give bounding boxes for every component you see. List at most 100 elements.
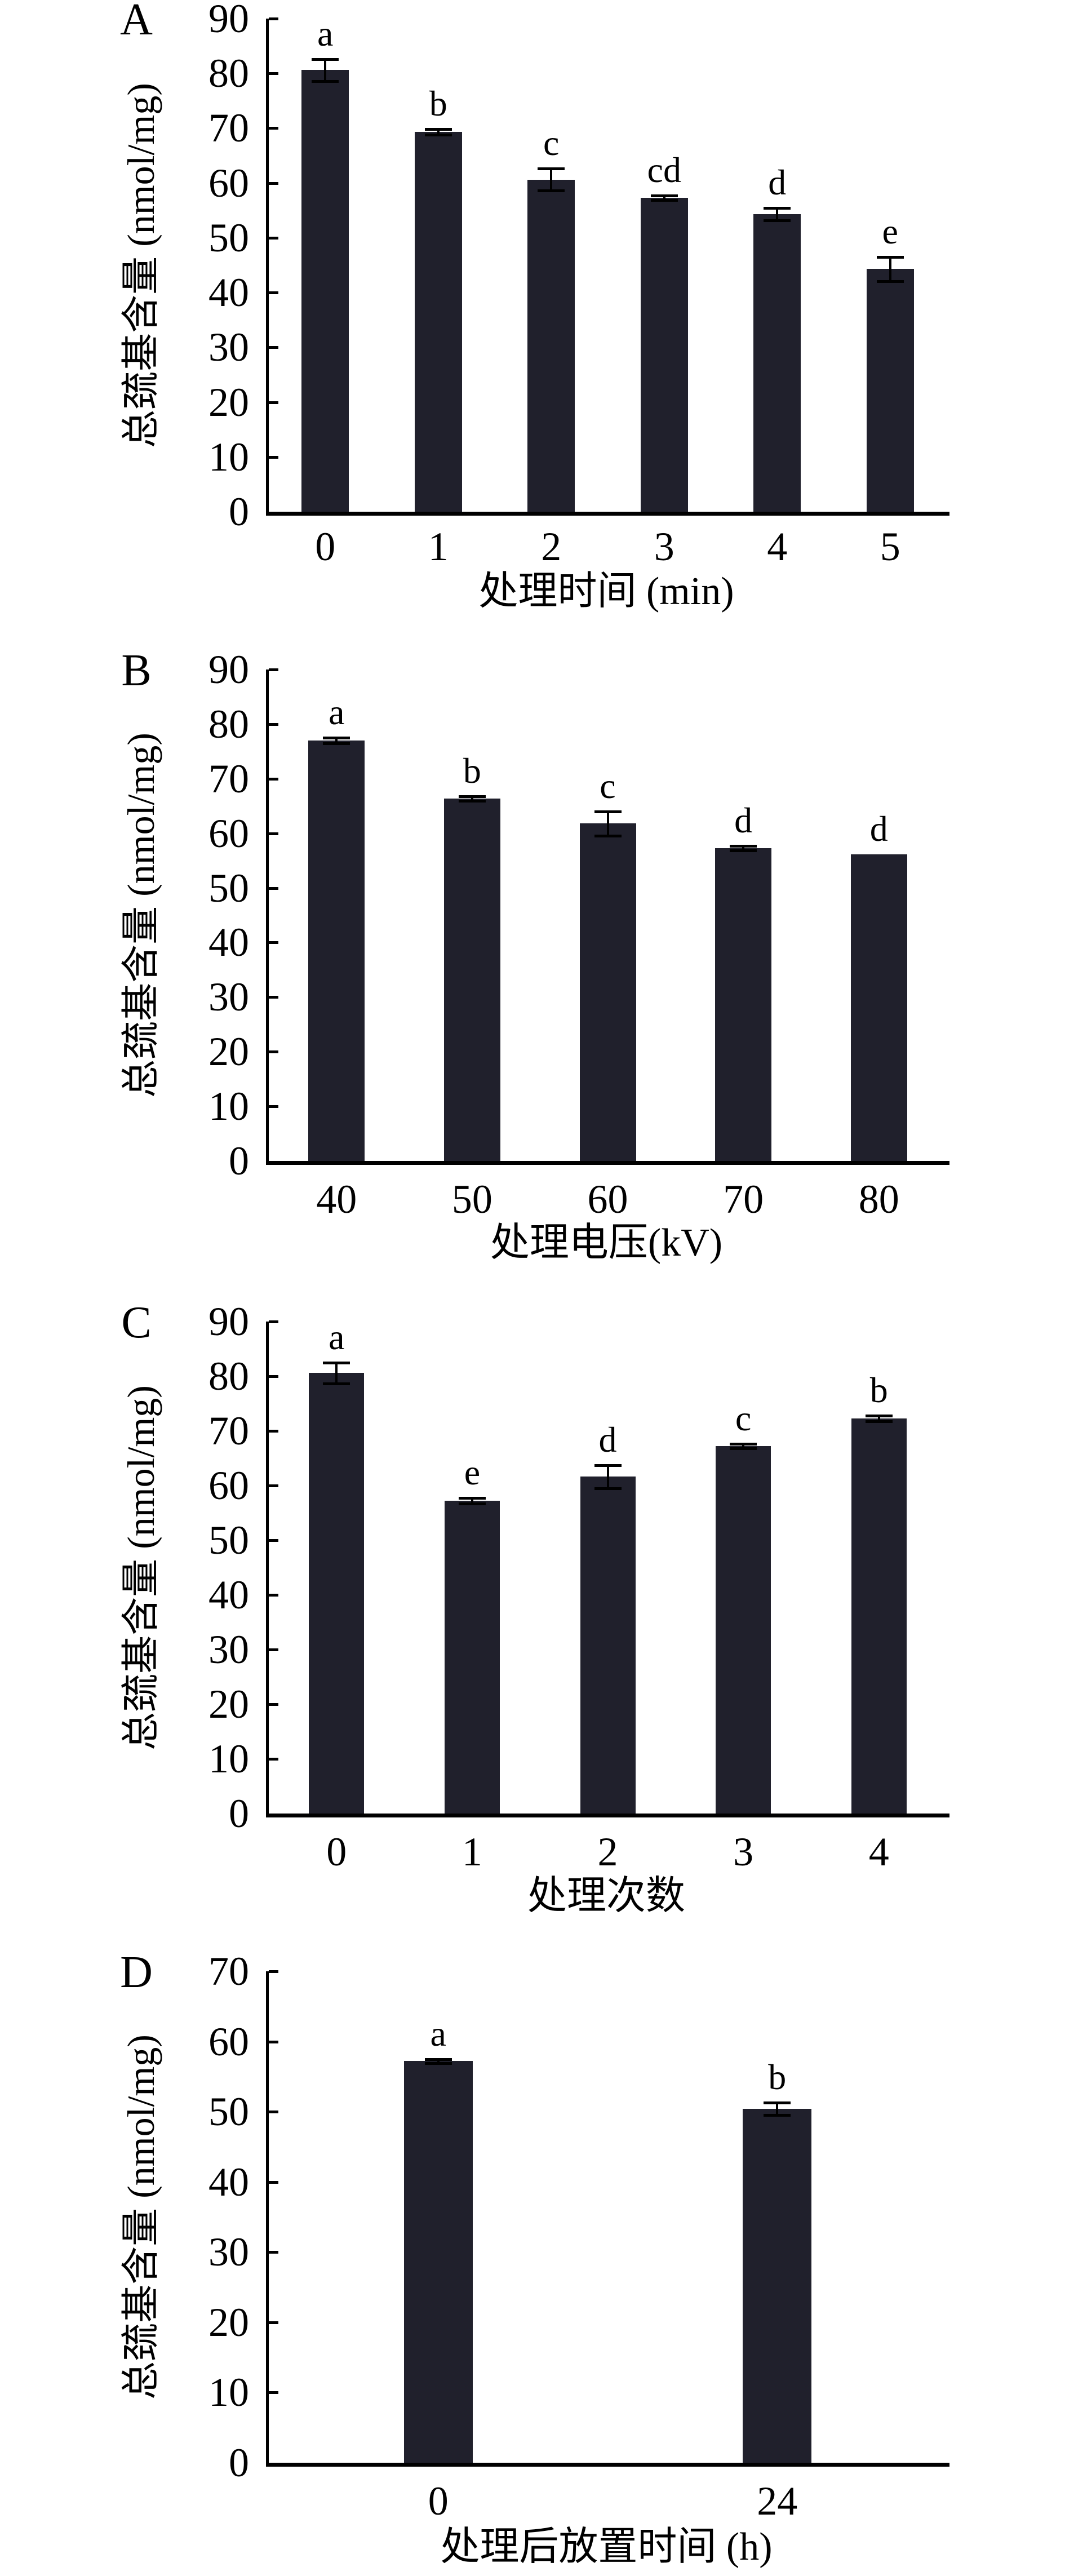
y-tick bbox=[269, 72, 278, 76]
error-bar bbox=[776, 2102, 779, 2116]
error-bar bbox=[606, 811, 609, 836]
error-bar-cap-bottom bbox=[312, 79, 339, 83]
panel-label: B bbox=[121, 646, 152, 695]
significance-letter: a bbox=[329, 692, 345, 733]
significance-letter: b bbox=[869, 1369, 888, 1410]
error-bar-cap-bottom bbox=[458, 799, 486, 802]
error-bar-cap-bottom bbox=[730, 849, 757, 852]
bar bbox=[866, 269, 914, 512]
bar bbox=[715, 848, 772, 1161]
y-tick-label: 30 bbox=[208, 325, 249, 370]
y-tick bbox=[269, 17, 278, 20]
error-bar-cap-top bbox=[730, 844, 757, 848]
y-axis bbox=[266, 1322, 269, 1817]
significance-letter: a bbox=[329, 1316, 345, 1357]
y-tick-label: 40 bbox=[208, 920, 249, 965]
y-tick bbox=[269, 2111, 278, 2114]
y-tick-label: 10 bbox=[208, 1084, 249, 1129]
x-tick-label: 0 bbox=[428, 2479, 449, 2524]
x-tick-label: 3 bbox=[654, 524, 674, 569]
error-bar-cap-bottom bbox=[594, 1487, 622, 1490]
y-tick-label: 90 bbox=[208, 1299, 249, 1344]
error-bar-cap-bottom bbox=[865, 1420, 893, 1423]
error-bar bbox=[550, 169, 553, 191]
y-tick bbox=[269, 1970, 278, 1973]
bar bbox=[309, 1373, 365, 1814]
significance-letter: b bbox=[429, 83, 447, 124]
y-tick bbox=[269, 1050, 278, 1054]
y-tick bbox=[269, 2321, 278, 2324]
y-tick-label: 40 bbox=[208, 2159, 249, 2205]
x-tick-label: 80 bbox=[858, 1177, 899, 1222]
significance-letter: b bbox=[463, 750, 481, 791]
significance-letter: d bbox=[598, 1420, 617, 1460]
y-tick bbox=[269, 1484, 278, 1487]
error-bar bbox=[889, 256, 891, 281]
error-bar bbox=[742, 1444, 745, 1449]
bar bbox=[850, 854, 907, 1161]
y-tick bbox=[269, 886, 278, 890]
error-bar bbox=[877, 1415, 880, 1421]
y-tick-label: 20 bbox=[208, 1029, 249, 1075]
x-tick-label: 1 bbox=[462, 1829, 482, 1874]
error-bar-cap-top bbox=[594, 810, 622, 813]
y-tick bbox=[269, 2251, 278, 2254]
y-tick-label: 40 bbox=[208, 270, 249, 316]
error-bar bbox=[776, 208, 779, 220]
y-tick bbox=[269, 236, 278, 240]
x-tick-label: 1 bbox=[428, 524, 449, 569]
error-bar-cap-bottom bbox=[764, 219, 791, 222]
y-tick-label: 60 bbox=[208, 810, 249, 856]
error-bar bbox=[471, 1498, 473, 1504]
y-tick-label: 20 bbox=[208, 1682, 249, 1727]
y-tick bbox=[269, 1375, 278, 1378]
significance-letter: cd bbox=[647, 150, 681, 190]
significance-letter: b bbox=[768, 2056, 787, 2097]
y-tick bbox=[269, 1703, 278, 1706]
significance-letter: e bbox=[882, 211, 898, 251]
significance-letter: e bbox=[464, 1452, 481, 1493]
error-bar-cap-bottom bbox=[538, 189, 565, 193]
x-axis bbox=[266, 512, 949, 516]
y-tick-label: 50 bbox=[208, 865, 249, 911]
error-bar-cap-top bbox=[458, 795, 486, 798]
bar bbox=[743, 2109, 812, 2463]
y-tick bbox=[269, 346, 278, 349]
error-bar bbox=[335, 1362, 338, 1384]
y-tick bbox=[269, 2391, 278, 2395]
y-tick-label: 10 bbox=[208, 1736, 249, 1781]
y-tick bbox=[269, 1105, 278, 1109]
y-tick-label: 40 bbox=[208, 1572, 249, 1617]
y-tick-label: 70 bbox=[208, 1408, 249, 1453]
error-bar-cap-top bbox=[764, 207, 791, 210]
y-tick-label: 0 bbox=[229, 2440, 249, 2485]
bar bbox=[753, 214, 801, 512]
panel-label: C bbox=[121, 1298, 152, 1347]
error-bar bbox=[437, 2059, 440, 2064]
error-bar-cap-top bbox=[458, 1497, 486, 1500]
y-tick bbox=[269, 2040, 278, 2043]
significance-letter: d bbox=[734, 800, 753, 840]
y-tick-label: 20 bbox=[208, 2299, 249, 2345]
error-bar-cap-top bbox=[594, 1464, 622, 1467]
y-tick-label: 60 bbox=[208, 1463, 249, 1508]
error-bar-cap-top bbox=[650, 194, 678, 198]
y-tick bbox=[269, 1758, 278, 1761]
x-axis-title: 处理电压(kV) bbox=[490, 1221, 723, 1265]
y-tick-label: 0 bbox=[229, 489, 249, 534]
y-tick-label: 80 bbox=[208, 51, 249, 96]
y-axis bbox=[266, 1971, 269, 2467]
x-tick-label: 50 bbox=[451, 1177, 492, 1222]
significance-letter: d bbox=[768, 162, 787, 203]
y-tick-label: 50 bbox=[208, 215, 249, 260]
significance-letter: c bbox=[600, 765, 616, 806]
error-bar-cap-top bbox=[312, 57, 339, 61]
error-bar bbox=[324, 59, 327, 81]
error-bar bbox=[663, 196, 665, 200]
significance-letter: a bbox=[430, 2013, 446, 2054]
error-bar-cap-top bbox=[876, 255, 904, 259]
y-tick bbox=[269, 996, 278, 999]
y-tick-label: 0 bbox=[229, 1138, 249, 1183]
x-tick-label: 0 bbox=[326, 1829, 347, 1874]
y-tick-label: 60 bbox=[208, 2019, 249, 2064]
